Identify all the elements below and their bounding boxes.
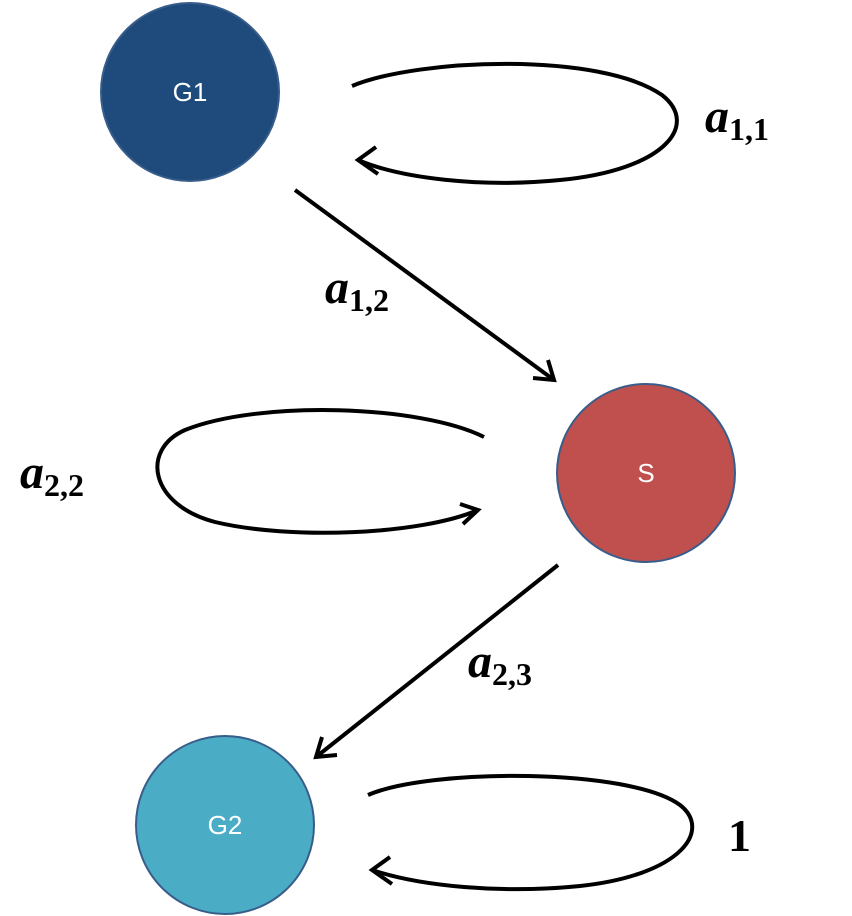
edge-s-self (155, 408, 485, 535)
edge-g1-self (351, 61, 679, 185)
edge-g2-self (367, 773, 695, 892)
node-s-label: S (637, 458, 654, 488)
edge-g1-self-label: a1,1 (705, 90, 769, 147)
node-g2: G2 (135, 735, 315, 915)
edge-g1-to-s-label: a1,2 (325, 261, 389, 318)
edge-s-to-g2 (313, 563, 560, 760)
node-g2-label: G2 (208, 810, 243, 840)
node-g1: G1 (100, 2, 280, 182)
edge-g2-self-label: 1 (728, 810, 751, 861)
edge-g1-to-s (293, 188, 557, 383)
edge-s-self-label: a2,2 (20, 446, 84, 503)
node-g1-label: G1 (173, 77, 208, 107)
node-s: S (556, 383, 736, 563)
edge-s-to-g2-label: a2,3 (468, 635, 532, 692)
